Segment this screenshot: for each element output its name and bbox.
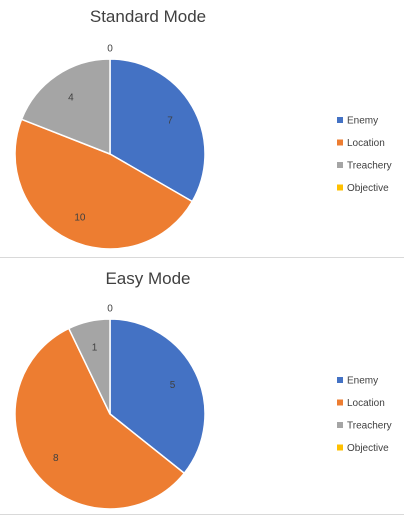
legend-swatch-objective [337, 444, 343, 451]
easy-mode-chart: Easy Mode 5 8 1 0 Enemy Location Treachery Objec… [0, 258, 404, 515]
data-label-location: 8 [53, 453, 59, 464]
pie-slice-treachery [67, 318, 111, 415]
legend-swatch-location [337, 139, 343, 146]
legend-label-objective: Objective [347, 183, 389, 194]
easy-mode-pie-svg: Easy Mode 5 8 1 0 Enemy Location Treachery Objec… [14, 269, 392, 510]
data-label-enemy: 5 [170, 380, 176, 391]
legend-swatch-treachery [337, 162, 343, 168]
standard-mode-title: Standard Mode [90, 7, 206, 26]
legend-swatch-objective [337, 184, 343, 191]
legend-label-enemy: Enemy [347, 116, 378, 127]
pie-slice-location [14, 327, 186, 510]
data-label-objective: 0 [107, 304, 113, 315]
legend-swatch-location [337, 399, 343, 406]
pie-slice-location [14, 118, 194, 250]
legend-label-treachery: Treachery [347, 161, 392, 172]
easy-mode-title: Easy Mode [105, 269, 190, 288]
data-label-objective: 0 [107, 44, 113, 55]
legend-label-location: Location [347, 138, 385, 149]
standard-mode-pie-svg: Standard Mode 7 10 4 0 Enemy Location Treachery… [14, 7, 392, 250]
legend-swatch-treachery [337, 422, 343, 428]
legend-label-location: Location [347, 398, 385, 409]
data-label-treachery: 4 [68, 93, 74, 104]
legend-label-treachery: Treachery [347, 421, 392, 432]
legend-swatch-enemy [337, 377, 343, 383]
data-label-enemy: 7 [167, 115, 173, 126]
data-label-treachery: 1 [92, 342, 98, 353]
legend-swatch-enemy [337, 117, 343, 123]
data-label-location: 10 [74, 212, 86, 223]
pie-slice-treachery [20, 58, 111, 156]
legend-label-enemy: Enemy [347, 376, 378, 387]
standard-mode-chart: Standard Mode 7 10 4 0 Enemy Location Treachery… [0, 0, 404, 257]
pie-slice-enemy [109, 318, 206, 475]
chart-divider [0, 257, 404, 258]
legend-label-objective: Objective [347, 443, 389, 454]
pie-slice-enemy [109, 58, 206, 203]
